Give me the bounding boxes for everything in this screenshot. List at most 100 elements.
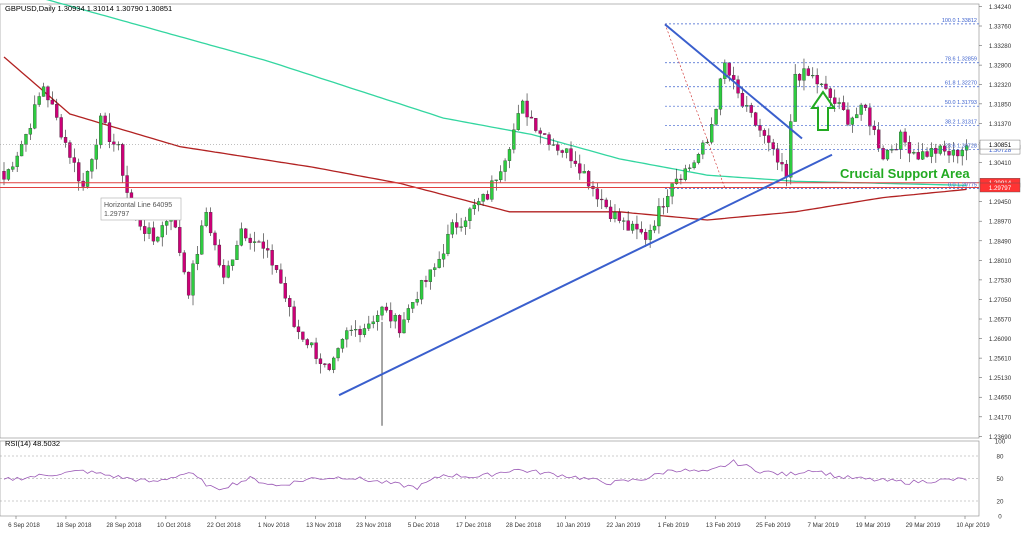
date-tick-label: 5 Dec 2018 xyxy=(408,522,440,529)
price-tick-label: 1.32800 xyxy=(989,63,1012,70)
candle-body xyxy=(960,150,964,157)
candle xyxy=(494,179,498,191)
candle-body xyxy=(564,148,569,153)
candle-body xyxy=(885,150,890,160)
price-tick-label: 1.25610 xyxy=(989,356,1012,363)
candle-body xyxy=(472,204,476,210)
candle-body xyxy=(125,175,129,193)
candle xyxy=(481,193,485,206)
candle xyxy=(33,95,37,130)
candle xyxy=(934,143,938,163)
candle-body xyxy=(415,299,419,303)
candle xyxy=(230,259,235,271)
candle-body xyxy=(178,227,182,253)
candle-body xyxy=(288,298,292,307)
candle-body xyxy=(560,150,564,153)
candle xyxy=(182,250,186,275)
fib-level-label: 50.0 1.31793 xyxy=(945,100,977,106)
candle-body xyxy=(433,267,437,270)
candle-body xyxy=(947,151,951,156)
candle-body xyxy=(266,248,270,251)
candle xyxy=(217,239,222,268)
candle-body xyxy=(244,228,248,239)
candle xyxy=(916,142,920,161)
candle-body xyxy=(661,206,665,208)
rsi-line xyxy=(3,459,967,491)
candle xyxy=(477,197,481,212)
candle-body xyxy=(393,315,397,322)
candle-body xyxy=(182,252,186,273)
candle-body xyxy=(340,338,345,349)
candle xyxy=(542,133,547,135)
candle xyxy=(925,147,929,158)
date-tick-label: 1 Feb 2019 xyxy=(658,522,690,529)
candle-body xyxy=(916,152,920,160)
candle-body xyxy=(437,258,441,268)
candle xyxy=(692,160,696,170)
candle-body xyxy=(200,225,204,255)
candle xyxy=(419,279,424,305)
candle-body xyxy=(688,167,692,169)
candle xyxy=(226,260,230,279)
candle xyxy=(99,113,103,149)
price-tick-label: 1.27530 xyxy=(989,277,1012,284)
candle-body xyxy=(828,88,832,98)
candle-body xyxy=(252,241,257,243)
candle-body xyxy=(261,241,265,249)
candle xyxy=(868,103,872,136)
candle xyxy=(714,108,718,126)
candle xyxy=(314,337,318,365)
candle-body xyxy=(710,124,714,143)
candle-body xyxy=(775,148,780,163)
date-tick-label: 7 Mar 2019 xyxy=(808,522,840,529)
candle-body xyxy=(28,128,33,135)
candle xyxy=(569,141,573,169)
candle-body xyxy=(956,149,960,157)
candle xyxy=(63,129,68,148)
candle-body xyxy=(815,75,819,85)
candle xyxy=(771,138,775,156)
candle-body xyxy=(90,159,94,172)
candle-body xyxy=(666,196,670,208)
candle-body xyxy=(81,180,85,187)
candle xyxy=(617,208,622,224)
fib-diagonal-line xyxy=(664,23,726,189)
candle xyxy=(296,319,301,340)
candle-body xyxy=(912,152,916,154)
price-tick-label: 1.27050 xyxy=(989,297,1012,304)
candle-body xyxy=(630,223,635,231)
price-tick-label: 1.25130 xyxy=(989,375,1012,382)
candle xyxy=(560,149,564,158)
candle-body xyxy=(204,212,208,226)
candle-body xyxy=(767,135,771,143)
candle xyxy=(463,216,468,235)
crucial-support-annotation: Crucial Support Area xyxy=(840,166,970,181)
candle xyxy=(195,245,200,271)
candle-body xyxy=(283,283,287,299)
rsi-tick-label: 0 xyxy=(998,514,1002,521)
candle-body xyxy=(648,229,652,240)
candle-body xyxy=(921,151,925,160)
candle-body xyxy=(191,263,195,296)
candle xyxy=(332,356,336,374)
candle xyxy=(608,200,613,222)
candle xyxy=(753,111,758,127)
candle-body xyxy=(934,148,938,154)
horizontal-line-name: Horizontal Line 64095 xyxy=(104,202,172,209)
candle xyxy=(586,170,591,190)
candle xyxy=(94,138,98,170)
candle xyxy=(384,302,389,313)
candle xyxy=(644,228,648,247)
candle xyxy=(2,162,6,186)
price-tick-label: 1.31850 xyxy=(989,101,1012,108)
candle xyxy=(305,338,309,349)
candle-body xyxy=(740,93,745,107)
candle xyxy=(28,123,33,140)
candle-body xyxy=(578,163,582,174)
price-tick-label: 1.26570 xyxy=(989,317,1012,324)
candle xyxy=(802,58,806,91)
candle-body xyxy=(569,148,573,162)
price-tick-label: 1.33280 xyxy=(989,43,1012,50)
candle-body xyxy=(600,198,604,201)
candle-body xyxy=(582,171,586,174)
